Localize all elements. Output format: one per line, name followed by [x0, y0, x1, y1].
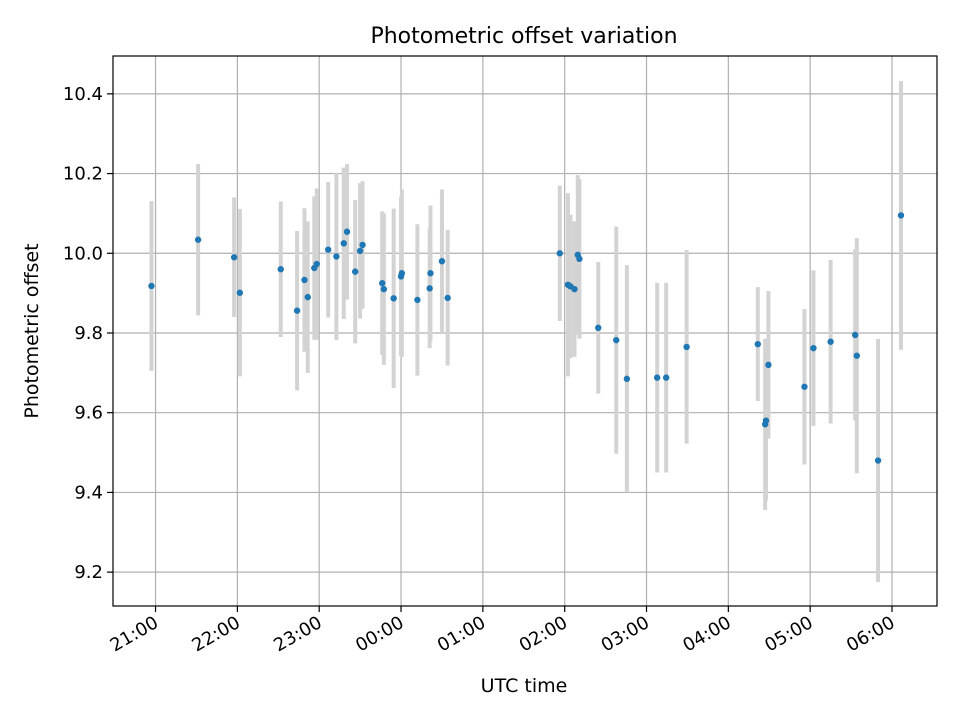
plot-area-frame	[112, 55, 938, 607]
data-point	[194, 236, 202, 243]
data-point	[230, 254, 238, 261]
y-tick-label: 10.0	[63, 243, 103, 264]
data-point	[293, 307, 301, 314]
data-point	[236, 289, 244, 296]
data-point	[277, 266, 284, 273]
data-point	[853, 352, 861, 359]
grid	[113, 56, 937, 606]
data-point	[148, 282, 155, 290]
data-point	[304, 293, 311, 301]
x-axis-label: UTC time	[481, 675, 568, 697]
data-point	[762, 417, 770, 424]
y-axis-label: Photometric offset	[21, 243, 43, 418]
data-point	[444, 294, 451, 302]
data-point	[398, 270, 406, 277]
data-point	[613, 336, 620, 344]
data-point	[801, 383, 808, 390]
y-tick-label: 10.2	[63, 164, 103, 185]
data-point	[827, 338, 834, 345]
data-point	[810, 344, 817, 352]
data-point	[851, 331, 859, 339]
data-point	[576, 255, 583, 263]
data-point	[390, 295, 397, 302]
data-point	[874, 457, 882, 464]
data-point	[556, 250, 563, 257]
data-point	[595, 324, 602, 332]
data-point	[653, 374, 661, 381]
data-point	[343, 228, 351, 235]
y-tick-label: 9.2	[74, 562, 103, 583]
data-point	[356, 247, 364, 255]
data-points	[148, 212, 905, 464]
data-point	[333, 253, 340, 260]
data-point	[380, 285, 388, 293]
data-point	[662, 374, 670, 381]
data-point	[352, 268, 359, 275]
data-point	[340, 240, 347, 247]
data-point	[571, 285, 578, 293]
data-point	[438, 258, 446, 265]
data-point	[313, 260, 320, 268]
data-point	[427, 270, 434, 277]
y-tick-label: 9.4	[74, 482, 103, 503]
data-point	[623, 375, 631, 383]
data-point	[683, 343, 690, 351]
data-point	[414, 296, 421, 304]
data-point	[765, 361, 772, 369]
data-point	[379, 279, 386, 287]
data-point	[359, 241, 366, 249]
data-point	[301, 276, 308, 284]
data-point	[754, 340, 761, 348]
data-point	[897, 212, 905, 219]
data-point	[426, 285, 433, 292]
data-point	[325, 246, 332, 253]
chart-title: Photometric offset variation	[370, 24, 677, 49]
y-tick-label: 10.4	[63, 84, 103, 105]
y-tick-label: 9.8	[74, 323, 103, 344]
y-tick-label: 9.6	[74, 403, 103, 424]
